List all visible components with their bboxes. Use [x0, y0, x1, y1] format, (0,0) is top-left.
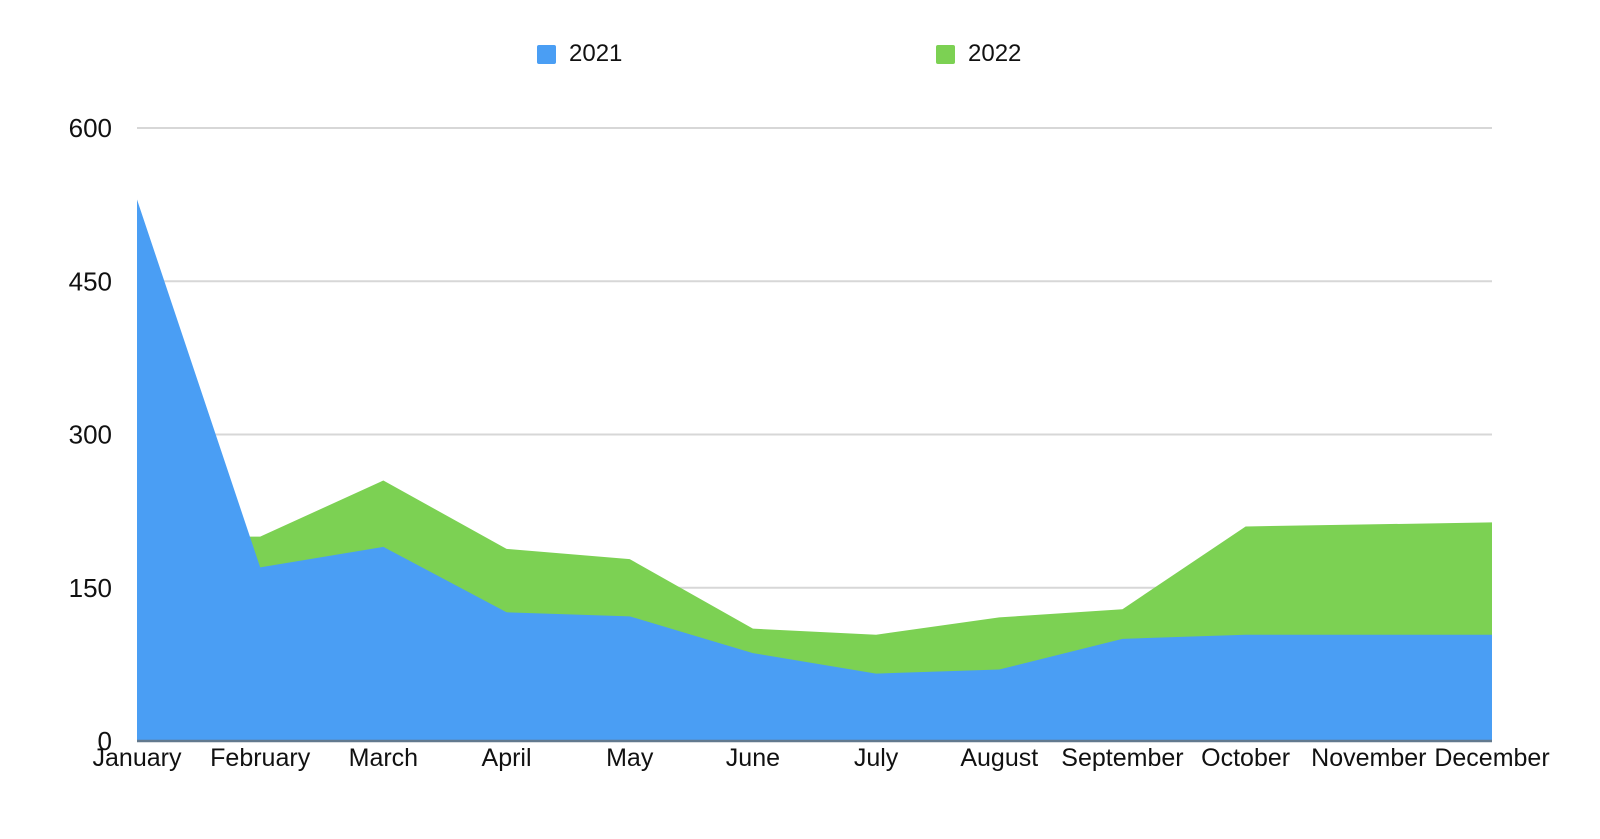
y-axis-label: 600 [69, 113, 112, 143]
legend-item-2021: 2021 [537, 42, 622, 66]
legend-label-2021: 2021 [569, 40, 623, 67]
x-axis-label: November [1311, 744, 1426, 772]
x-axis-label: May [606, 744, 654, 772]
x-axis-label: January [93, 744, 182, 772]
x-axis-label: July [854, 744, 899, 772]
x-axis-label: September [1061, 744, 1183, 772]
x-axis-label: December [1434, 744, 1549, 772]
legend-item-2022: 2022 [936, 42, 1021, 66]
legend-swatch-2021 [537, 44, 556, 64]
x-axis-label: February [210, 744, 311, 772]
x-axis-label: October [1201, 744, 1290, 772]
area-2021 [137, 199, 1492, 741]
legend-swatch-2022 [936, 44, 955, 64]
y-axis-label: 0 [98, 726, 112, 756]
x-axis-label: April [482, 744, 532, 772]
y-axis-label: 150 [69, 573, 112, 603]
x-axis-label: June [726, 744, 780, 772]
x-axis-label: March [349, 744, 418, 772]
y-axis-label: 450 [69, 266, 112, 296]
x-axis-label: August [960, 744, 1038, 772]
y-axis-label: 300 [69, 420, 112, 450]
legend-label-2022: 2022 [968, 40, 1022, 67]
